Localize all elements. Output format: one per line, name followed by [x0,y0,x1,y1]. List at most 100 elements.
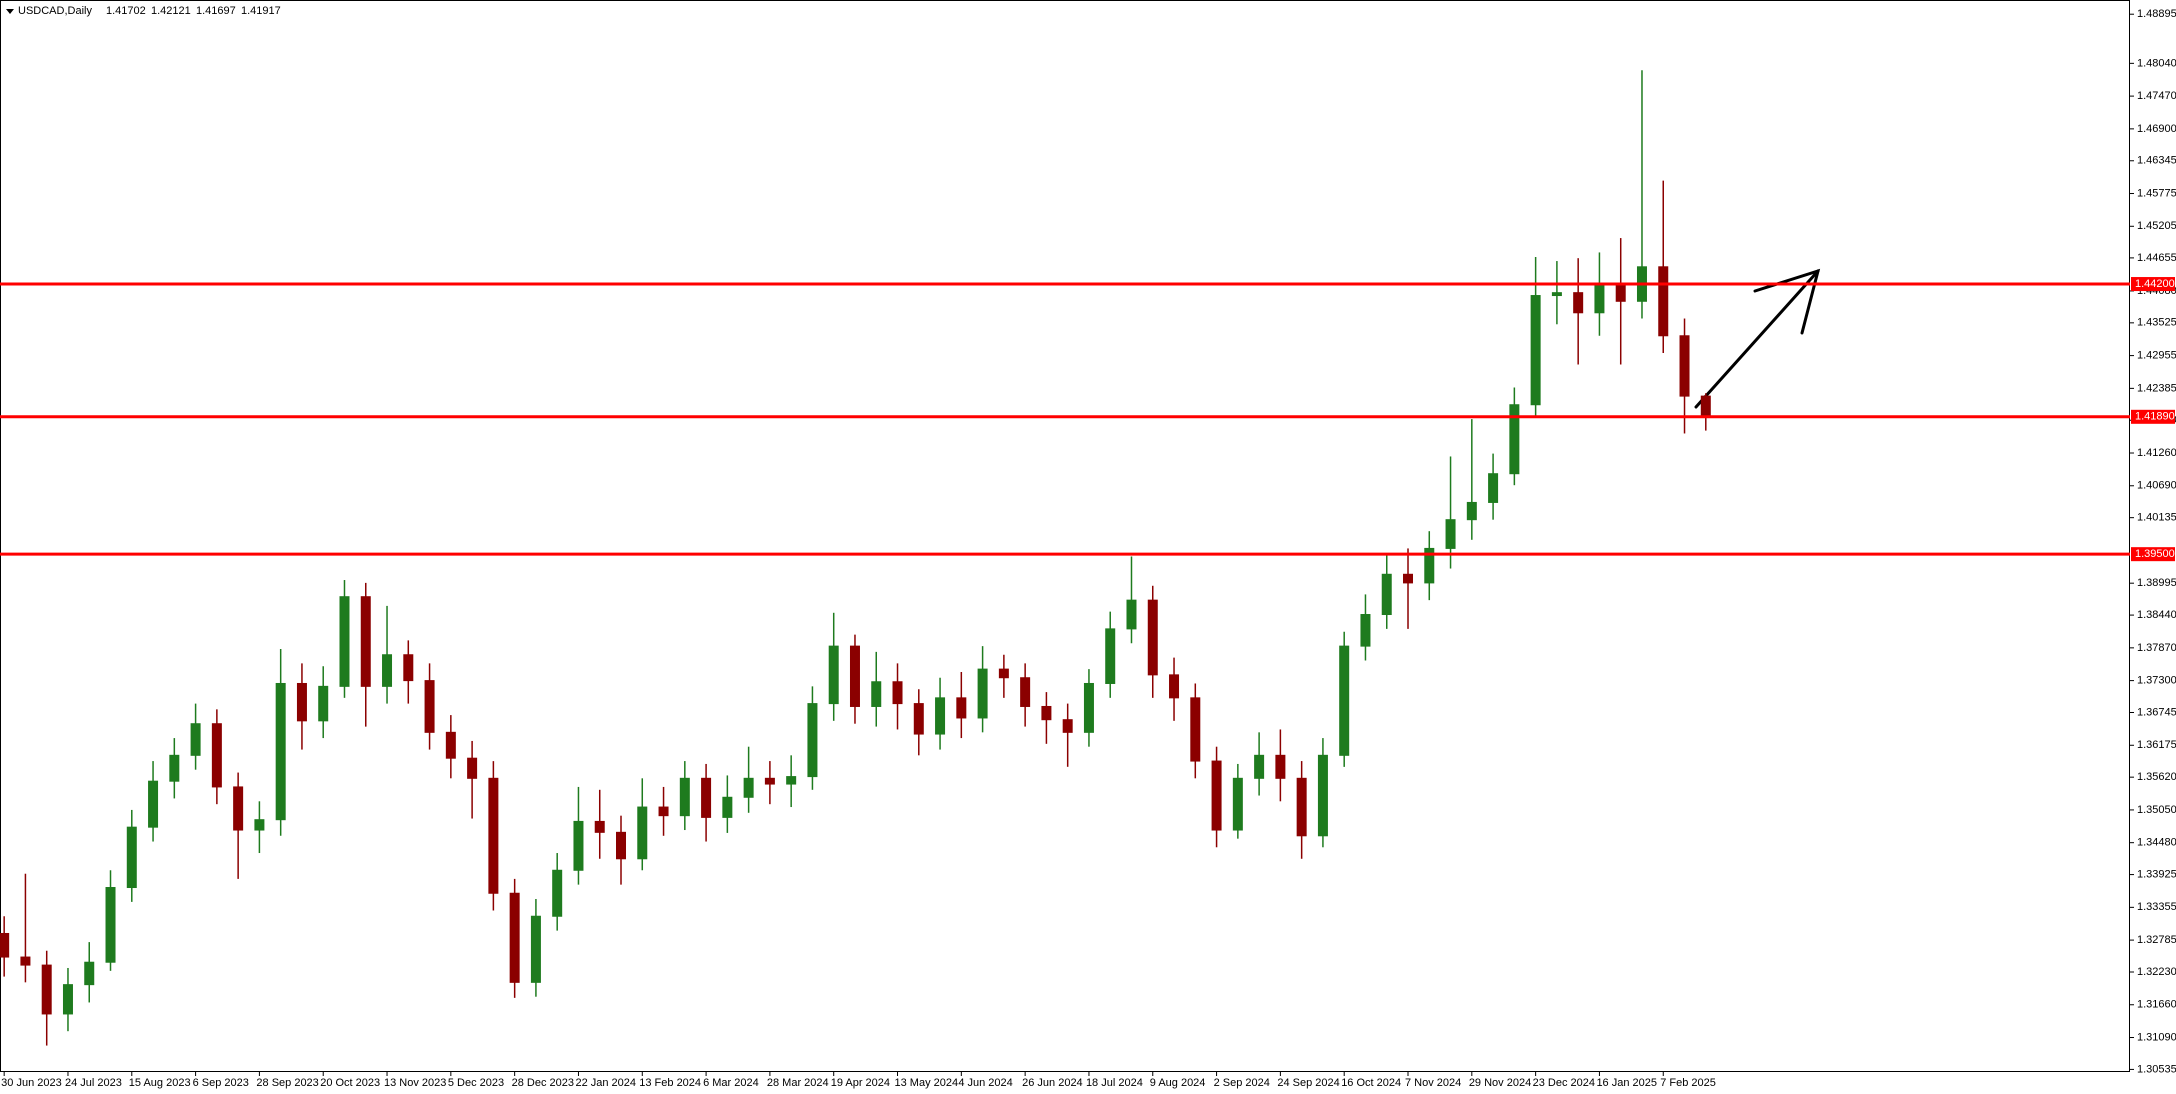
y-tick-label: 1.44655 [2137,252,2176,264]
candle-body [616,831,627,860]
x-tick-label: 4 Jun 2024 [958,1077,1012,1089]
candle-body [1658,266,1669,337]
x-tick-label: 16 Oct 2024 [1341,1077,1401,1089]
candle-body [594,820,605,833]
candle-body [233,786,244,831]
x-tick-label: 22 Jan 2024 [575,1077,636,1089]
y-tick-label: 1.33925 [2137,868,2176,880]
candle-body [62,984,73,1015]
candle-body [573,820,584,871]
candle-body [977,668,988,719]
candle-body [148,780,159,828]
header-high: 1.42121 [151,5,191,17]
candle-body [84,961,95,986]
x-tick-label: 5 Dec 2023 [448,1077,504,1089]
candle-body [530,915,541,983]
candle-body [190,723,201,756]
candle-body [1275,754,1286,779]
x-tick-label: 16 Jan 2025 [1596,1077,1657,1089]
candle-body [1424,547,1435,584]
candle-body [105,887,116,963]
candle-body [20,956,31,966]
candle-body [1169,674,1180,699]
candle-body [1551,292,1562,297]
candle-body [1147,599,1158,676]
candle-body [1190,697,1201,762]
y-tick-label: 1.41260 [2137,447,2176,459]
candle-body [1254,754,1265,779]
candle-body [169,754,180,782]
y-tick-label: 1.43525 [2137,317,2176,329]
candle-body [807,703,818,778]
candle-body [701,777,712,818]
x-tick-label: 13 Nov 2023 [384,1077,446,1089]
x-tick-label: 13 Feb 2024 [639,1077,701,1089]
candle-body [1339,645,1350,756]
candle-body [1317,754,1328,837]
candle-body [935,697,946,735]
x-tick-label: 24 Jul 2023 [65,1077,122,1089]
y-tick-label: 1.40690 [2137,480,2176,492]
candle-body [956,697,967,719]
candle-body [1083,682,1094,733]
header-close: 1.41917 [241,5,281,17]
candle-body [1679,335,1690,397]
y-tick-label: 1.45775 [2137,187,2176,199]
level-label-box [2131,547,2175,562]
x-tick-label: 9 Aug 2024 [1150,1077,1206,1089]
candle-body [1615,283,1626,302]
candle-body [828,645,839,705]
candle-body [1509,404,1520,475]
x-tick-label: 15 Aug 2023 [129,1077,191,1089]
x-tick-label: 6 Mar 2024 [703,1077,759,1089]
x-tick-label: 24 Sep 2024 [1277,1077,1339,1089]
candle-body [1530,295,1541,406]
y-tick-label: 1.46900 [2137,123,2176,135]
candle-body [41,964,52,1015]
y-tick-label: 1.42385 [2137,382,2176,394]
x-tick-label: 28 Dec 2023 [512,1077,574,1089]
y-tick-label: 1.48895 [2137,8,2176,20]
candle-body [1062,719,1073,733]
x-tick-label: 20 Oct 2023 [320,1077,380,1089]
candle-body [1232,777,1243,831]
candle-body [1105,628,1116,684]
candle-body [275,682,286,821]
y-tick-label: 1.40135 [2137,512,2176,524]
candle-body [403,654,414,682]
candle-body [764,777,775,785]
header-open: 1.41702 [106,5,146,17]
x-tick-label: 18 Jul 2024 [1086,1077,1143,1089]
candle-body [360,596,371,687]
y-tick-label: 1.31660 [2137,999,2176,1011]
candle-body [892,681,903,705]
level-label-box [2131,277,2175,292]
candle-body [211,723,222,788]
candle-body [1041,705,1052,721]
y-tick-label: 1.32230 [2137,966,2176,978]
x-tick-label: 13 May 2024 [895,1077,959,1089]
candles [0,70,1711,1046]
candle-body [1381,573,1392,616]
candle-body [722,796,733,818]
y-tick-label: 1.38995 [2137,577,2176,589]
x-tick-label: 28 Mar 2024 [767,1077,829,1089]
menu-triangle[interactable] [6,9,14,14]
candle-body [1126,599,1137,630]
candle-body [126,826,137,889]
level-label: 1.39500 [2135,548,2175,560]
symbol-title: USDCAD,Daily [18,5,92,17]
x-tick-label: 26 Jun 2024 [1022,1077,1083,1089]
y-tick-label: 1.34480 [2137,837,2176,849]
candle-body [1020,677,1031,707]
x-tick-label: 19 Apr 2024 [831,1077,890,1089]
candle-body [488,777,499,894]
candle-body [467,757,478,779]
candle-body [743,777,754,798]
level-label: 1.41890 [2135,411,2175,423]
y-tick-label: 1.38440 [2137,609,2176,621]
y-tick-label: 1.32785 [2137,934,2176,946]
candle-body [552,869,563,917]
